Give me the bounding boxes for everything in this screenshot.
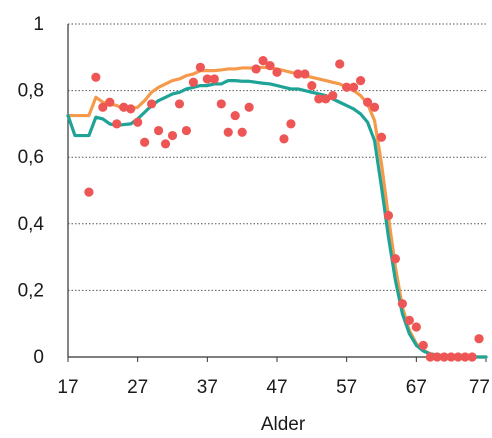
scatter-point	[188, 77, 198, 87]
x-tick-label: 37	[197, 377, 218, 398]
scatter-point	[474, 334, 484, 344]
gridlines	[68, 23, 486, 291]
scatter-point	[167, 130, 178, 141]
x-tick-label: 67	[406, 377, 427, 398]
y-tick-label: 0,8	[18, 81, 44, 102]
scatter-point	[216, 99, 226, 109]
scatter-point	[467, 352, 477, 362]
scatter-point	[369, 102, 380, 112]
scatter-point	[230, 110, 240, 121]
scatter-point	[321, 94, 331, 104]
scatter-point	[244, 102, 254, 112]
scatter-point	[160, 139, 171, 149]
scatter-point	[112, 119, 122, 129]
scatter-point	[362, 97, 373, 107]
scatter-point	[307, 81, 317, 91]
scatter-point	[425, 352, 435, 362]
scatter-point	[383, 210, 394, 221]
scatter-point	[153, 125, 164, 136]
scatter-point	[439, 352, 449, 362]
scatter-point	[223, 127, 233, 137]
scatter-point	[174, 99, 185, 109]
scatter-point	[286, 119, 296, 129]
scatter-point	[105, 97, 115, 107]
series-line-1	[66, 79, 488, 359]
scatter-point	[237, 127, 247, 137]
scatter-point	[432, 352, 442, 362]
scatter-point	[390, 254, 401, 264]
scatter-point	[460, 352, 470, 362]
scatter-point	[314, 94, 324, 104]
x-tick-label: 57	[336, 377, 357, 398]
scatter-point	[342, 82, 352, 92]
y-tick-label: 0,2	[18, 280, 44, 301]
scatter-point	[272, 67, 282, 77]
x-tick-label: 77	[469, 377, 490, 398]
scatter-point	[119, 102, 129, 112]
scatter-point	[251, 64, 261, 74]
scatter-point	[300, 69, 310, 79]
scatter-point	[446, 352, 456, 362]
scatter-point	[293, 69, 303, 79]
scatter-point	[265, 61, 275, 71]
x-tick-label: 17	[57, 377, 78, 398]
y-tick-label: 0	[33, 347, 44, 368]
scatter-point	[453, 352, 463, 362]
scatter-point	[349, 82, 359, 92]
scatter-point	[147, 99, 157, 109]
scatter-point	[279, 134, 289, 144]
scatter-point	[84, 187, 94, 197]
scatter-point	[376, 132, 387, 142]
scatter-point	[133, 117, 143, 127]
y-tick-label: 0,6	[18, 147, 44, 168]
scatter-point	[397, 299, 407, 309]
scatter-point	[126, 104, 136, 114]
scatter-point	[404, 315, 414, 325]
scatter-point	[411, 322, 421, 332]
y-tick-label: 1	[33, 14, 44, 35]
scatter-point	[209, 74, 219, 84]
scatter-point	[91, 72, 101, 82]
x-axis-title: Alder	[261, 414, 306, 435]
scatter-point	[418, 340, 428, 350]
scatter-point	[181, 125, 192, 136]
scatter-point	[335, 59, 345, 69]
scatter-point	[356, 76, 366, 86]
y-tick-label: 0,4	[18, 214, 45, 235]
series	[66, 56, 488, 362]
scatter-point	[202, 74, 212, 84]
x-tick-label: 27	[127, 377, 148, 398]
y-tick-labels: 0 0,2 0,4 0,6 0,8 1	[18, 14, 45, 368]
scatter-point	[328, 90, 338, 101]
scatter-point	[98, 102, 108, 112]
scatter-point	[195, 62, 205, 72]
x-tick-labels: 17 27 37 47 57 67 77	[57, 357, 490, 398]
x-tick-label: 47	[266, 377, 287, 398]
scatter-point	[258, 56, 268, 66]
scatter-point	[140, 137, 150, 147]
